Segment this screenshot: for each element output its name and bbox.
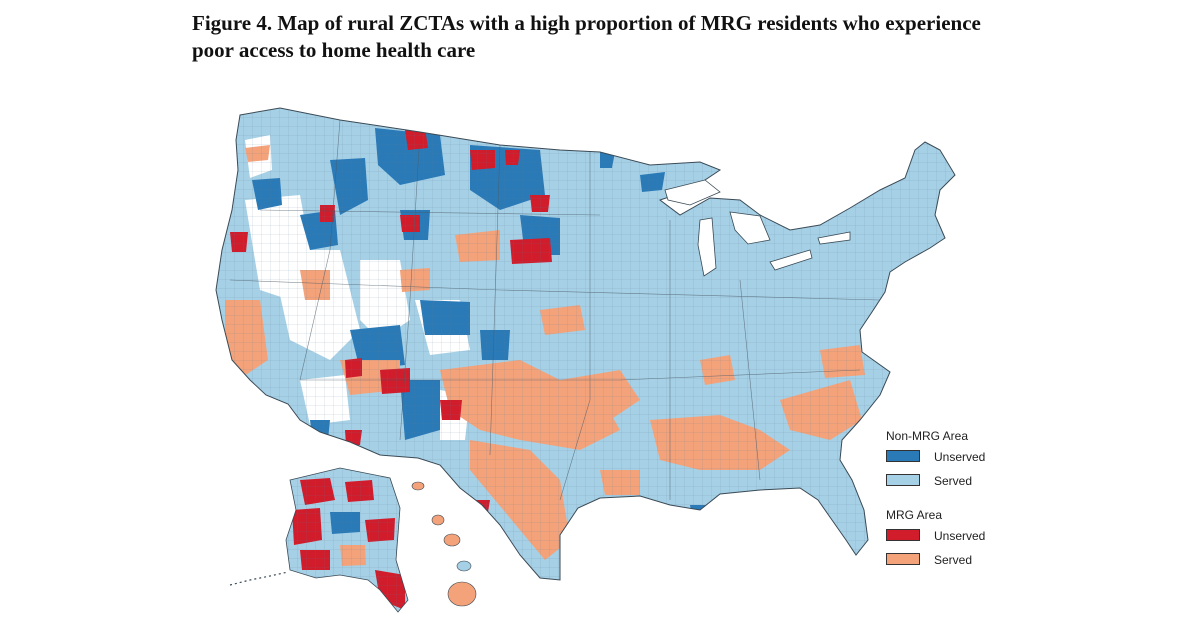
swatch-non-mrg-served: [886, 474, 920, 486]
legend-title-mrg: MRG Area: [886, 508, 943, 522]
legend-label-mrg-unserved: Unserved: [934, 529, 986, 543]
legend-item-non-mrg-unserved: Unserved: [886, 449, 1006, 465]
map-legend: Non-MRG Area Unserved Served MRG Area Un…: [886, 428, 1006, 576]
figure-title-line-1: Figure 4. Map of rural ZCTAs with a high…: [192, 11, 981, 35]
great-lakes: [664, 179, 851, 277]
figure-title-line-2: poor access to home health care: [192, 38, 476, 62]
swatch-mrg-unserved: [886, 529, 920, 541]
legend-item-non-mrg-served: Served: [886, 473, 1006, 489]
state-boundaries: [229, 119, 881, 501]
swatch-mrg-served: [886, 553, 920, 565]
lake-ontario: [817, 231, 851, 245]
lake-huron: [729, 211, 771, 245]
lake-erie: [769, 249, 813, 271]
legend-label-non-mrg-unserved: Unserved: [934, 450, 986, 464]
swatch-non-mrg-unserved: [886, 450, 920, 462]
legend-item-mrg-unserved: Unserved: [886, 528, 1006, 544]
lake-michigan: [697, 217, 717, 277]
lake-superior: [664, 179, 721, 206]
legend-title-non-mrg: Non-MRG Area: [886, 429, 969, 443]
figure-title: Figure 4. Map of rural ZCTAs with a high…: [192, 10, 1052, 64]
legend-label-mrg-served: Served: [934, 553, 973, 567]
alaska-inset: [229, 467, 409, 613]
legend-item-mrg-served: Served: [886, 552, 1006, 568]
legend-label-non-mrg-served: Served: [934, 474, 973, 488]
hawaii-inset: [411, 481, 477, 607]
